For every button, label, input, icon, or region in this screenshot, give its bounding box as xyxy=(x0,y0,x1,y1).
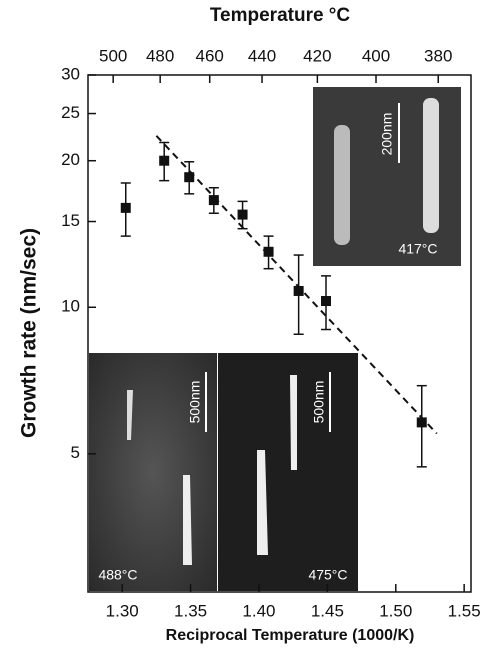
x-tick-label: 1.45 xyxy=(311,601,344,620)
y-tick-label: 15 xyxy=(61,211,80,230)
scale-label: 500nm xyxy=(311,381,327,424)
point xyxy=(159,155,170,166)
x-tick-label: 1.30 xyxy=(106,601,139,620)
nanowire xyxy=(257,450,268,555)
point xyxy=(237,209,248,220)
x2-tick-label: 440 xyxy=(248,46,276,65)
point xyxy=(321,295,332,306)
nanowire xyxy=(183,475,192,565)
scale-label: 200nm xyxy=(379,113,395,156)
x2-tick-label: 500 xyxy=(99,46,127,65)
x-axis-title: Reciprocal Temperature (1000/K) xyxy=(166,627,415,644)
temp-label: 475°C xyxy=(308,567,347,583)
fit-line xyxy=(155,135,438,435)
x2-tick-label: 420 xyxy=(303,46,331,65)
point xyxy=(416,417,427,428)
point xyxy=(120,202,131,213)
x-tick-label: 1.35 xyxy=(174,601,207,620)
inset-bottom: 500nm 500nm 488°C 475°C xyxy=(89,353,358,591)
y-tick-label: 25 xyxy=(61,103,80,122)
x2-tick-label: 380 xyxy=(424,46,452,65)
x2-tick-label: 480 xyxy=(146,46,174,65)
y-tick-label: 30 xyxy=(61,64,80,83)
temp-label: 488°C xyxy=(98,567,137,583)
temp-label: 417°C xyxy=(398,241,437,257)
inset-top: 200nm 417°C xyxy=(313,87,461,266)
y-axis-title: Growth rate (nm/sec) xyxy=(18,228,41,438)
x2-tick-label: 460 xyxy=(196,46,224,65)
x-tick-label: 1.40 xyxy=(242,601,275,620)
nanowire xyxy=(334,125,350,245)
point xyxy=(208,195,219,206)
scale-label: 500nm xyxy=(187,381,203,424)
point xyxy=(293,285,304,296)
y-tick-label: 5 xyxy=(71,443,80,462)
y-tick-label: 20 xyxy=(61,150,80,169)
plot-frame xyxy=(87,74,472,593)
point xyxy=(263,246,274,257)
nanowire xyxy=(290,375,297,470)
top-axis-title: Temperature °C xyxy=(210,5,351,26)
point xyxy=(184,172,195,183)
x-tick-label: 1.55 xyxy=(448,601,481,620)
x-tick-label: 1.50 xyxy=(379,601,412,620)
x2-tick-label: 400 xyxy=(362,46,390,65)
y-tick-label: 10 xyxy=(61,297,80,316)
inset-image xyxy=(89,353,217,591)
nanowire xyxy=(127,390,133,440)
nanowire xyxy=(423,98,439,233)
inset-image xyxy=(218,353,358,591)
